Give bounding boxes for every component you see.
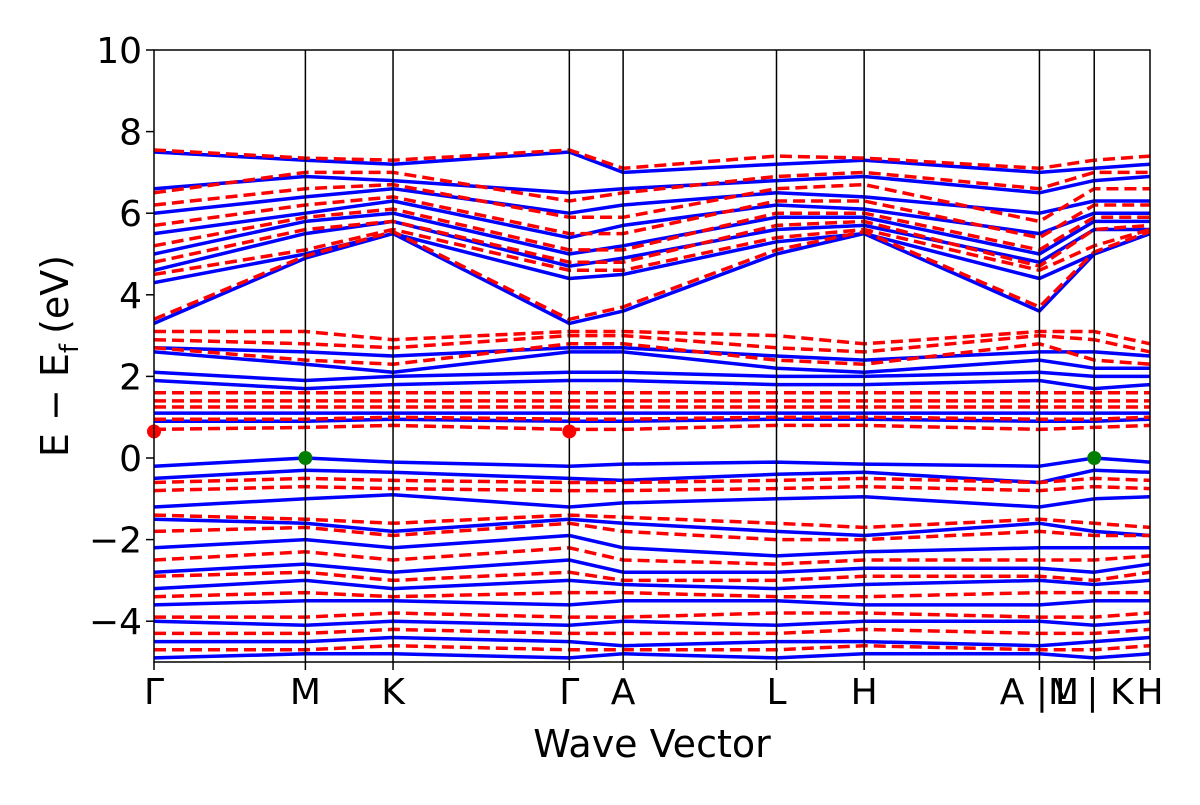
spin-down-band-22 [154,590,1150,599]
x-tick-label-6: H [851,672,878,713]
x-tick-label-8: L | K [1055,672,1135,713]
spin-up-band-19 [154,558,1150,574]
spin-down-band-21 [154,570,1150,583]
spin-down-band-23 [154,611,1150,619]
spin-down-band-9 [154,333,1150,354]
spin-down-band-18 [154,513,1150,530]
spin-up-band-4 [154,211,1150,256]
y-axis-ticks: 10 8 6 4 2 0 −2 −4 [89,31,154,643]
spin-down-band-4 [154,207,1150,252]
x-tick-label-7: A |M [1000,672,1079,713]
spin-up-band-24 [154,652,1150,660]
x-tick-label-1: M [290,672,321,713]
spin-up-band-2 [154,186,1150,215]
spin-down-band-20 [154,546,1150,566]
spin-up-band-14 [154,456,1150,468]
y-tick-label-1: 8 [119,113,142,154]
cbm-marker-1 [562,424,577,439]
plot-frame [153,49,1151,663]
spin-down-band-2 [154,182,1150,224]
spin-down-band-24 [154,627,1150,636]
spin-down-band-14 [154,415,1150,421]
y-tick-label-0: 10 [96,31,142,72]
spin-up-band-15 [154,468,1150,485]
y-axis-label: E − Ef (eV) [33,255,85,457]
y-tick-label-7: −4 [89,602,142,643]
spin-up-band-23 [154,635,1150,648]
spin-down-band-0 [154,148,1150,171]
spin-down-band-6 [154,227,1150,277]
x-tick-label-2: K [381,672,406,713]
y-axis-label-subscript: f [55,343,85,353]
y-tick-label-5: 0 [119,439,142,480]
x-axis-label: Wave Vector [533,722,771,766]
spin-down-band-15 [154,423,1150,432]
y-axis-label-group: E − Ef (eV) [33,255,85,457]
spin-up-band-7 [154,231,1150,326]
spin-down-band-17 [154,484,1150,493]
spin-down-band-8 [154,329,1150,346]
spin-up-band-21 [154,599,1150,607]
y-tick-label-2: 6 [119,194,142,235]
spin-up-band-22 [154,619,1150,628]
y-tick-label-6: −2 [89,521,142,562]
y-axis-label-unit: (eV) [33,255,77,334]
y-axis-label-main: E − E [33,353,77,457]
x-tick-label-3: Γ [559,672,579,713]
spin-up-band-0 [154,150,1150,175]
x-tick-label-9: H [1136,672,1163,713]
spin-up-band-16 [154,492,1150,509]
vbm-marker-2 [298,451,313,465]
spin-down-band-7 [154,229,1150,322]
x-tick-label-0: Γ [144,672,164,713]
spin-up-band-13 [154,417,1150,424]
spin-up-band-11 [154,378,1150,391]
spin-up-band-9 [154,350,1150,375]
spin-down-band-5 [154,219,1150,268]
spin-up-band-10 [154,370,1150,383]
x-tick-label-5: L [766,672,786,713]
vbm-marker-3 [1087,451,1102,465]
spin-up-band-17 [154,517,1150,538]
x-tick-label-4: A [611,672,636,713]
high-symmetry-lines [304,50,1095,662]
bands-layer [154,148,1150,660]
y-tick-label-4: 2 [119,357,142,398]
spin-up-band-3 [154,199,1150,240]
spin-down-band-19 [154,521,1150,542]
spin-down-band-25 [154,643,1150,652]
spin-down-band-10 [154,342,1150,366]
spin-up-band-20 [154,578,1150,591]
spin-down-band-1 [154,170,1150,203]
spin-up-band-18 [154,533,1150,558]
spin-down-band-16 [154,476,1150,485]
y-tick-label-3: 4 [119,276,142,317]
